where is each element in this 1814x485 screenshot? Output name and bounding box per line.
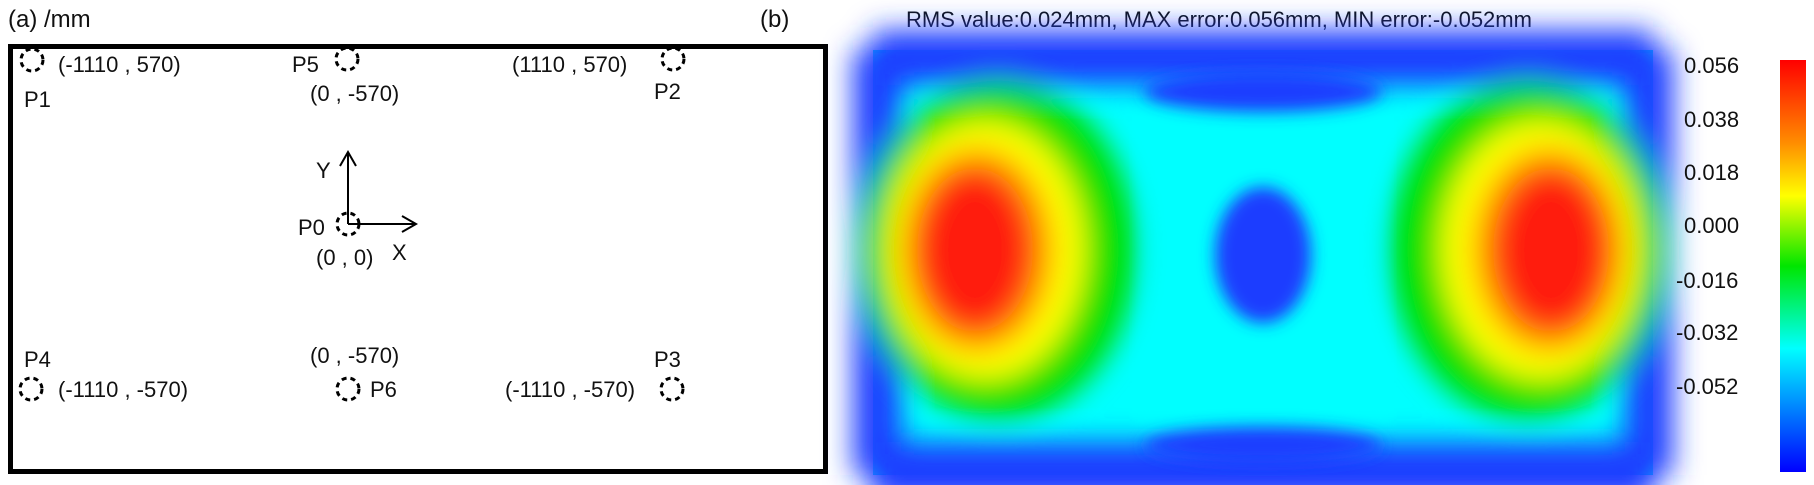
label-p5: P5 <box>292 52 319 77</box>
marker-p1 <box>19 47 45 73</box>
coord-p4: (-1110 , -570) <box>58 377 189 402</box>
cbar-tick-2: 0.018 <box>1684 160 1740 185</box>
left-lobe-red <box>917 168 1033 332</box>
panel-a-title: (a) /mm <box>8 6 91 33</box>
cbar-tick-6: -0.052 <box>1676 374 1739 399</box>
coord-p0: (0 , 0) <box>316 245 374 270</box>
center-blue-blob-top <box>1143 72 1383 112</box>
axis-y-label: Y <box>316 158 331 183</box>
coord-p5: (0 , -570) <box>310 81 400 106</box>
colorbar-gradient <box>1780 60 1806 472</box>
marker-p2 <box>660 46 686 72</box>
center-blue-blob <box>1215 187 1311 323</box>
axis-x-label: X <box>392 240 407 265</box>
error-stats: RMS value:0.024mm, MAX error:0.056mm, MI… <box>906 7 1532 32</box>
label-p1: P1 <box>24 87 51 112</box>
cbar-tick-3: 0.000 <box>1684 213 1740 238</box>
label-p6: P6 <box>370 377 397 402</box>
cbar-tick-4: -0.016 <box>1676 268 1739 293</box>
label-p3: P3 <box>654 347 681 372</box>
label-p0: P0 <box>298 215 325 240</box>
cbar-tick-5: -0.032 <box>1676 320 1739 345</box>
coord-p3: (-1110 , -570) <box>505 377 636 402</box>
panel-b-title: (b) <box>760 6 790 33</box>
marker-p3 <box>659 376 685 402</box>
axis-arrows <box>339 149 419 233</box>
marker-p6 <box>335 376 361 402</box>
y-axis-arrowhead <box>339 149 357 167</box>
coord-p6-top: (0 , -570) <box>310 343 400 368</box>
marker-p4 <box>18 376 44 402</box>
panel-a-frame <box>8 44 828 474</box>
coord-p2: (1110 , 570) <box>512 52 628 77</box>
error-heatmap <box>853 30 1673 485</box>
x-axis-arrowhead <box>401 215 419 233</box>
label-p2: P2 <box>654 79 681 104</box>
right-lobe-red <box>1493 168 1609 332</box>
marker-p5 <box>334 46 360 72</box>
center-blue-blob-bottom <box>1143 427 1383 463</box>
coord-p1: (-1110 , 570) <box>58 52 181 77</box>
cbar-tick-0: 0.056 <box>1684 53 1740 78</box>
cbar-tick-1: 0.038 <box>1684 107 1740 132</box>
label-p4: P4 <box>24 347 51 372</box>
colorbar <box>1780 60 1806 472</box>
